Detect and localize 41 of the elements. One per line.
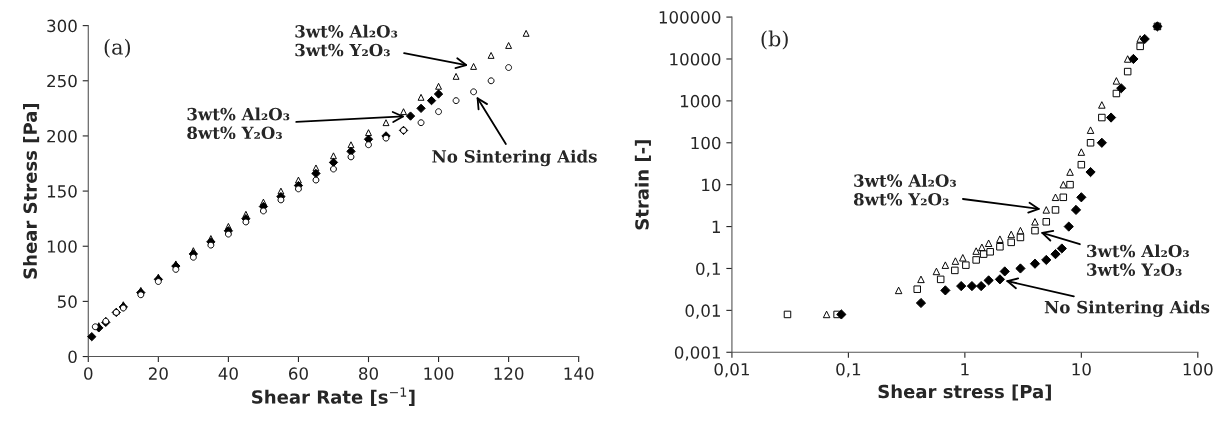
x-tick-label: 0 bbox=[84, 367, 93, 380]
y-tick-label: 0,1 bbox=[696, 262, 720, 277]
y-tick-label: 0 bbox=[68, 350, 77, 364]
y-tick-label: 1 bbox=[712, 220, 720, 233]
x-axis-title: Shear stress [Pa] bbox=[878, 384, 1051, 401]
annotation: 3wt% Al₂O₃ 8wt% Y₂O₃ bbox=[853, 173, 957, 206]
x-tick-label: 80 bbox=[359, 367, 378, 380]
annotation: 3wt% Al₂O₃ 3wt% Y₂O₃ bbox=[1087, 244, 1189, 276]
y-tick-label: 200 bbox=[47, 129, 77, 143]
y-tick-label: 1000 bbox=[680, 94, 721, 108]
x-tick-label: 100 bbox=[1183, 362, 1213, 376]
y-tick-label: 100 bbox=[47, 240, 77, 253]
annotation: (b) bbox=[761, 30, 788, 50]
x-tick-label: 40 bbox=[218, 367, 238, 380]
annotation: 3wt% Al₂O₃ 3wt% Y₂O₃ bbox=[295, 24, 398, 57]
y-tick-label: 100000 bbox=[659, 11, 721, 24]
annotation: No Sintering Aids bbox=[1044, 300, 1210, 317]
x-tick-label: 10 bbox=[1072, 362, 1091, 376]
annotation: 3wt% Al₂O₃ 8wt% Y₂O₃ bbox=[187, 107, 290, 140]
y-axis-title: Shear Stress [Pa] bbox=[23, 103, 40, 279]
annotation: No Sintering Aids bbox=[432, 149, 597, 167]
y-axis-title: Strain [-] bbox=[634, 140, 651, 230]
x-tick-label: 1 bbox=[961, 363, 969, 376]
x-tick-label: 140 bbox=[564, 367, 594, 380]
y-tick-label: 100 bbox=[691, 136, 721, 150]
y-tick-label: 50 bbox=[57, 295, 77, 308]
y-tick-label: 300 bbox=[47, 19, 77, 33]
y-tick-label: 10000 bbox=[670, 52, 721, 66]
x-tick-label: 60 bbox=[289, 367, 308, 380]
x-tick-label: 0,1 bbox=[836, 362, 861, 378]
y-tick-label: 10 bbox=[702, 178, 721, 192]
x-axis-title: Shear Rate [s$^{−1}$] bbox=[252, 387, 415, 406]
x-tick-label: 120 bbox=[494, 367, 524, 380]
y-tick-label: 0,01 bbox=[685, 304, 720, 319]
annotation: (a) bbox=[104, 38, 131, 58]
x-tick-label: 20 bbox=[148, 367, 168, 380]
x-tick-label: 100 bbox=[424, 367, 454, 380]
y-tick-label: 0,001 bbox=[674, 346, 720, 361]
y-tick-label: 250 bbox=[47, 74, 77, 88]
x-tick-label: 0,01 bbox=[714, 362, 749, 378]
y-tick-label: 150 bbox=[47, 185, 77, 198]
